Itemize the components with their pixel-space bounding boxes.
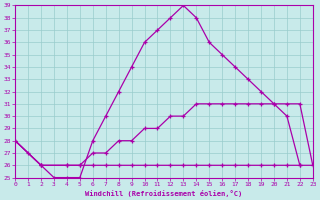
- X-axis label: Windchill (Refroidissement éolien,°C): Windchill (Refroidissement éolien,°C): [85, 190, 243, 197]
